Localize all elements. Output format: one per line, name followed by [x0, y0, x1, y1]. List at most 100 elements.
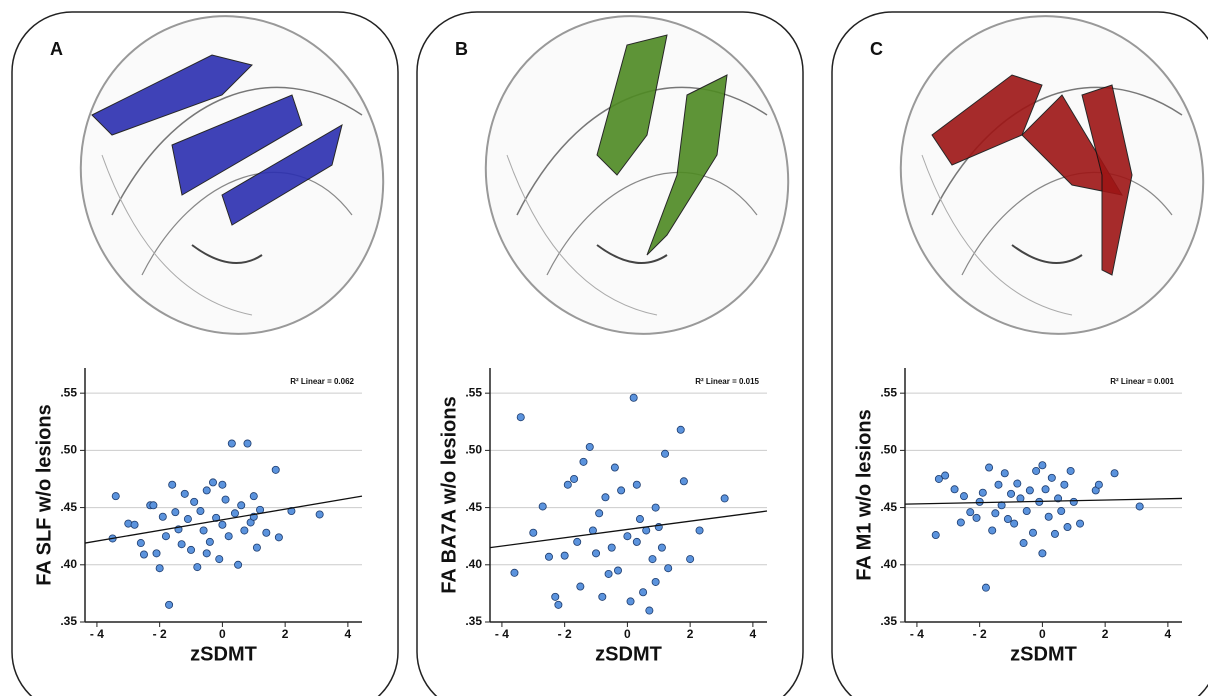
data-point [218, 480, 227, 489]
data-point [994, 480, 1003, 489]
data-point [1060, 480, 1069, 489]
data-point [193, 563, 202, 572]
brain-fold [921, 154, 1073, 316]
fiber-tract [646, 74, 728, 256]
data-point [187, 545, 196, 554]
data-point [1076, 519, 1085, 528]
data-point [720, 494, 729, 503]
data-point [230, 509, 239, 518]
y-axis-title: FA SLF w/o lesions [33, 404, 55, 586]
data-point [1007, 489, 1016, 498]
x-tick-label: - 2 [558, 627, 572, 641]
fit-line [489, 510, 768, 549]
x-tick-label: - 4 [495, 627, 509, 641]
data-point [199, 526, 208, 535]
fit-line [84, 495, 363, 544]
x-axis-title: zSDMT [595, 643, 662, 665]
data-point [645, 606, 654, 615]
x-tick-label: 0 [1039, 627, 1046, 641]
data-point [136, 539, 145, 548]
data-point [563, 480, 572, 489]
data-point [613, 566, 622, 575]
y-tick-label: .40 [880, 557, 897, 571]
data-point [202, 486, 211, 495]
data-point [1041, 485, 1050, 494]
data-point [538, 502, 547, 511]
y-axis-title: FA M1 w/o lesions [853, 409, 875, 581]
fiber-tract [931, 74, 1043, 166]
y-tick-label: .45 [60, 500, 77, 514]
brain-fold [101, 154, 253, 316]
data-point [1066, 466, 1075, 475]
data-point [196, 507, 205, 516]
x-tick-label: 4 [345, 627, 352, 641]
data-point [588, 526, 597, 535]
data-point [202, 549, 211, 558]
brain-fold [506, 154, 658, 316]
data-point [149, 501, 158, 510]
y-tick-label: .50 [465, 443, 482, 457]
data-point [221, 495, 230, 504]
data-point [1050, 529, 1059, 538]
y-tick-label: .55 [60, 385, 77, 399]
x-axis-title: zSDMT [1010, 643, 1077, 665]
brain-fold [1011, 244, 1083, 264]
data-point [651, 503, 660, 512]
data-point [950, 485, 959, 494]
brain-render [79, 15, 385, 335]
data-point [1025, 486, 1034, 495]
data-point [607, 543, 616, 552]
data-point [629, 393, 638, 402]
data-point [1013, 479, 1022, 488]
brain-fold [111, 86, 363, 216]
x-axis-title: zSDMT [190, 643, 257, 665]
brain-outline [899, 15, 1205, 335]
data-point [161, 532, 170, 541]
y-tick-label: .35 [60, 614, 77, 628]
y-tick-label: .55 [465, 385, 482, 399]
y-tick-label: .50 [60, 443, 77, 457]
data-point [975, 497, 984, 506]
data-point [227, 439, 236, 448]
brain-fold [546, 171, 758, 276]
data-point [554, 600, 563, 609]
data-point [573, 537, 582, 546]
y-tick-label: .40 [465, 557, 482, 571]
data-point [1028, 528, 1037, 537]
data-point [130, 520, 139, 529]
data-point [632, 537, 641, 546]
fiber-tract [91, 54, 253, 136]
x-tick-label: - 4 [90, 627, 104, 641]
data-point [1063, 523, 1072, 532]
x-tick-label: 0 [219, 627, 226, 641]
data-point [111, 492, 120, 501]
r-squared: R² Linear = 0.001 [1110, 377, 1174, 386]
data-point [1000, 469, 1009, 478]
data-point [237, 501, 246, 510]
data-point [1054, 494, 1063, 503]
data-point [1038, 461, 1047, 470]
data-point [551, 592, 560, 601]
y-tick-label: .50 [880, 443, 897, 457]
data-point [177, 540, 186, 549]
data-point [585, 442, 594, 451]
data-point [139, 550, 148, 559]
panel-label: A [50, 39, 63, 59]
data-point [252, 543, 261, 552]
data-point [249, 492, 258, 501]
fiber-tract [171, 94, 303, 196]
data-point [664, 564, 673, 573]
data-point [1135, 502, 1144, 511]
panel-label: B [455, 39, 468, 59]
brain-fold [931, 86, 1183, 216]
data-point [544, 552, 553, 561]
data-point [234, 560, 243, 569]
x-tick-label: - 4 [910, 627, 924, 641]
fit-line [904, 497, 1183, 505]
brain-render [899, 15, 1205, 335]
data-point [1057, 507, 1066, 516]
y-tick-label: .35 [465, 614, 482, 628]
data-point [985, 463, 994, 472]
data-point [598, 592, 607, 601]
